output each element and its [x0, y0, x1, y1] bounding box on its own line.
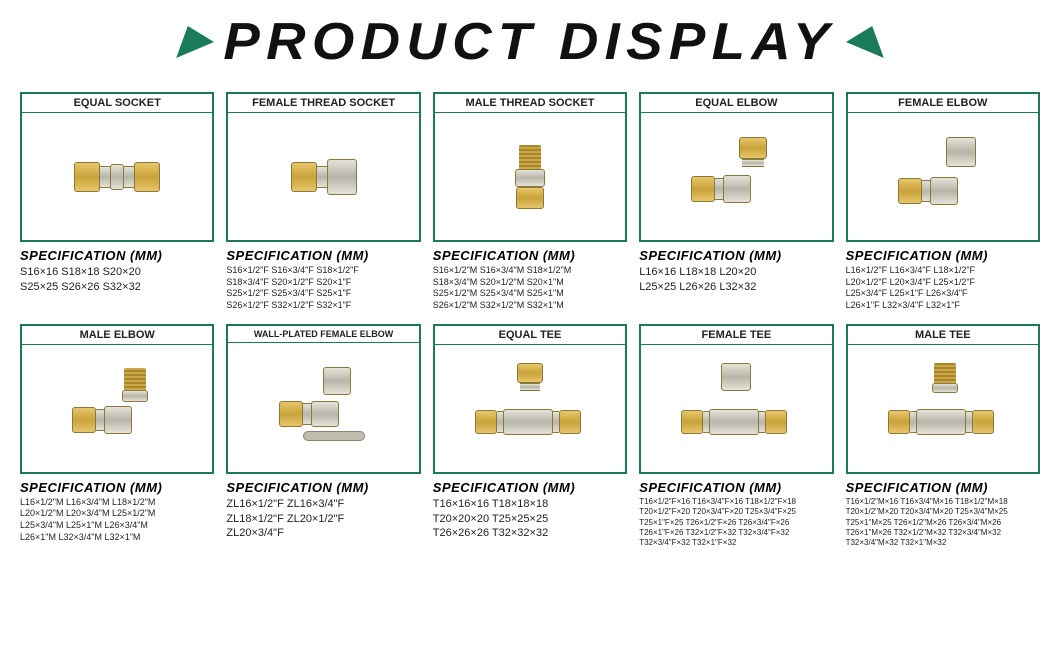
- spec-text: T16×16×16 T18×18×18T20×20×20 T25×25×25T2…: [433, 497, 627, 542]
- fitting-icon: [641, 113, 831, 240]
- product-image-box: FEMALE ELBOW: [846, 92, 1040, 242]
- spec-text: L16×16 L18×18 L20×20L25×25 L26×26 L32×32: [639, 265, 833, 295]
- decor-left-icon: [177, 26, 221, 58]
- fitting-icon: [22, 113, 212, 240]
- product-image-box: MALE THREAD SOCKET: [433, 92, 627, 242]
- product-name: MALE TEE: [848, 326, 1038, 345]
- spec-heading: SPECIFICATION (MM): [226, 480, 420, 495]
- fitting-icon: [22, 345, 212, 472]
- product-card: FEMALE ELBOW SPECIFICATION (MM) L16×1/2"…: [846, 92, 1040, 312]
- fitting-icon: [228, 343, 418, 472]
- product-name: EQUAL SOCKET: [22, 94, 212, 113]
- spec-text: S16×1/2"F S16×3/4"F S18×1/2"FS18×3/4"F S…: [226, 265, 420, 312]
- header: PRODUCT DISPLAY: [0, 0, 1060, 80]
- spec-text: L16×1/2"F L16×3/4"F L18×1/2"FL20×1/2"F L…: [846, 265, 1040, 312]
- product-name: WALL-PLATED FEMALE ELBOW: [228, 326, 418, 343]
- product-card: MALE ELBOW SPECIFICATION (MM) L16×1/2"M …: [20, 324, 214, 549]
- product-name: MALE THREAD SOCKET: [435, 94, 625, 113]
- product-grid: EQUAL SOCKET SPECIFICATION (MM) S16×16 S…: [0, 80, 1060, 565]
- product-image-box: EQUAL ELBOW: [639, 92, 833, 242]
- fitting-icon: [848, 113, 1038, 240]
- spec-heading: SPECIFICATION (MM): [639, 248, 833, 263]
- spec-heading: SPECIFICATION (MM): [846, 248, 1040, 263]
- product-image-box: EQUAL TEE: [433, 324, 627, 474]
- product-image-box: MALE ELBOW: [20, 324, 214, 474]
- spec-text: L16×1/2"M L16×3/4"M L18×1/2"ML20×1/2"M L…: [20, 497, 214, 544]
- spec-heading: SPECIFICATION (MM): [433, 248, 627, 263]
- product-image-box: FEMALE TEE: [639, 324, 833, 474]
- product-card: FEMALE THREAD SOCKET SPECIFICATION (MM) …: [226, 92, 420, 312]
- product-image-box: FEMALE THREAD SOCKET: [226, 92, 420, 242]
- product-card: EQUAL SOCKET SPECIFICATION (MM) S16×16 S…: [20, 92, 214, 312]
- product-name: FEMALE TEE: [641, 326, 831, 345]
- product-card: WALL-PLATED FEMALE ELBOW SPECIFICATION (…: [226, 324, 420, 549]
- spec-heading: SPECIFICATION (MM): [20, 480, 214, 495]
- product-image-box: EQUAL SOCKET: [20, 92, 214, 242]
- product-card: EQUAL ELBOW SPECIFICATION (MM) L16×16 L1…: [639, 92, 833, 312]
- page-title: PRODUCT DISPLAY: [224, 12, 836, 72]
- spec-heading: SPECIFICATION (MM): [846, 480, 1040, 495]
- product-name: FEMALE ELBOW: [848, 94, 1038, 113]
- product-image-box: WALL-PLATED FEMALE ELBOW: [226, 324, 420, 474]
- spec-text: T16×1/2"F×16 T16×3/4"F×16 T18×1/2"F×18T2…: [639, 497, 833, 549]
- spec-heading: SPECIFICATION (MM): [433, 480, 627, 495]
- spec-text: ZL16×1/2"F ZL16×3/4"FZL18×1/2"F ZL20×1/2…: [226, 497, 420, 542]
- spec-text: T16×1/2"M×16 T16×3/4"M×16 T18×1/2"M×18T2…: [846, 497, 1040, 549]
- product-name: EQUAL TEE: [435, 326, 625, 345]
- spec-heading: SPECIFICATION (MM): [226, 248, 420, 263]
- fitting-icon: [435, 113, 625, 240]
- fitting-icon: [848, 345, 1038, 472]
- decor-right-icon: [840, 26, 884, 58]
- product-name: FEMALE THREAD SOCKET: [228, 94, 418, 113]
- spec-heading: SPECIFICATION (MM): [20, 248, 214, 263]
- fitting-icon: [435, 345, 625, 472]
- spec-text: S16×1/2"M S16×3/4"M S18×1/2"MS18×3/4"M S…: [433, 265, 627, 312]
- spec-heading: SPECIFICATION (MM): [639, 480, 833, 495]
- product-image-box: MALE TEE: [846, 324, 1040, 474]
- fitting-icon: [228, 113, 418, 240]
- spec-text: S16×16 S18×18 S20×20S25×25 S26×26 S32×32: [20, 265, 214, 295]
- product-card: EQUAL TEE SPECIFICATION: [433, 324, 627, 549]
- product-name: EQUAL ELBOW: [641, 94, 831, 113]
- product-card: MALE THREAD SOCKET SPECIFICATION (MM) S1…: [433, 92, 627, 312]
- product-card: MALE TEE SPECIFICATION (: [846, 324, 1040, 549]
- product-card: FEMALE TEE SPECIFICATION (MM) T16: [639, 324, 833, 549]
- fitting-icon: [641, 345, 831, 472]
- product-name: MALE ELBOW: [22, 326, 212, 345]
